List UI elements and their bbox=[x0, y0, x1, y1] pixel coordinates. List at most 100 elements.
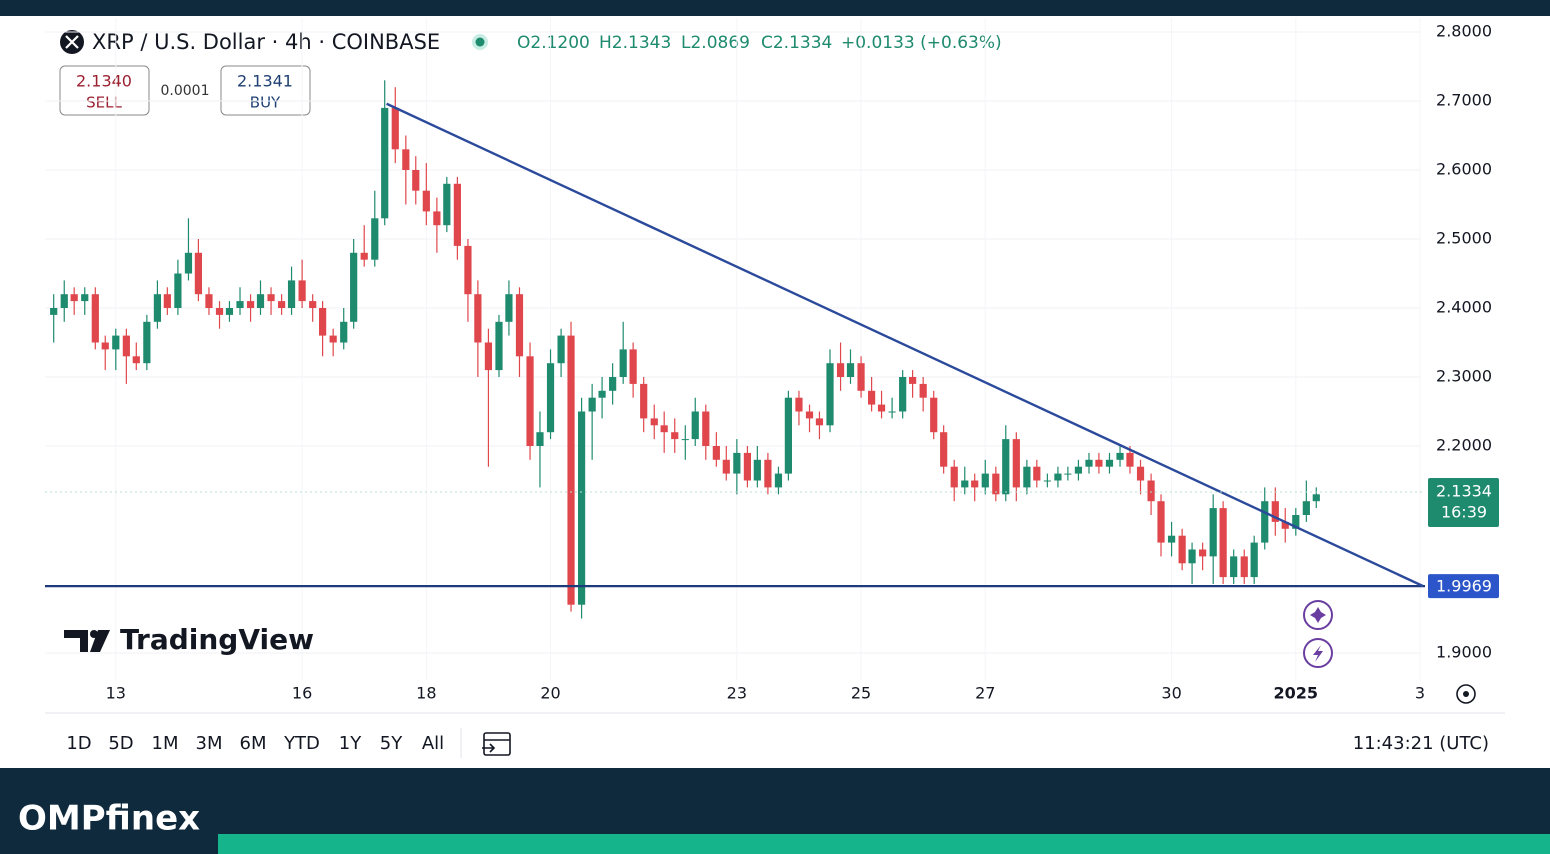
y-tick-label: 2.3000 bbox=[1436, 367, 1492, 386]
calendar-arrow bbox=[482, 743, 496, 753]
candle-body bbox=[215, 308, 224, 315]
candle-body bbox=[919, 383, 927, 398]
x-tick-label: 23 bbox=[727, 684, 747, 703]
event-icon bbox=[1313, 645, 1323, 662]
candle-body bbox=[815, 418, 824, 426]
y-tick-label: 2.5000 bbox=[1436, 229, 1492, 248]
candle-body bbox=[557, 335, 565, 364]
y-tick-label: 2.7000 bbox=[1436, 91, 1492, 110]
x-tick-label: 13 bbox=[106, 684, 126, 703]
candle-body bbox=[546, 363, 555, 433]
candle-body bbox=[764, 459, 772, 488]
clock: 11:43:21 (UTC) bbox=[1353, 733, 1489, 754]
candle-body bbox=[1167, 535, 1176, 543]
candle-body bbox=[1261, 501, 1269, 543]
candle-body bbox=[888, 411, 896, 413]
candle-body bbox=[70, 294, 78, 302]
candle-body bbox=[1012, 439, 1020, 488]
candle-body bbox=[309, 301, 317, 308]
candle-body bbox=[971, 480, 979, 488]
candle-body bbox=[174, 273, 182, 308]
symbol-icon-mark bbox=[65, 35, 79, 49]
candle-body bbox=[256, 294, 265, 308]
support-label: 1.9969 bbox=[1436, 577, 1492, 596]
sell-price: 2.1340 bbox=[76, 72, 132, 91]
candle-body bbox=[1199, 549, 1207, 557]
calendar-frame bbox=[483, 732, 511, 756]
x-tick-label: 25 bbox=[851, 684, 871, 703]
y-tick-label: 2.4000 bbox=[1436, 298, 1492, 317]
candle-body bbox=[567, 335, 575, 605]
candle-body bbox=[950, 466, 958, 488]
range-button[interactable]: 6M bbox=[240, 733, 267, 754]
candle-body bbox=[629, 349, 637, 384]
candle-body bbox=[101, 342, 109, 350]
candle-body bbox=[184, 252, 193, 274]
candle-body bbox=[122, 335, 130, 357]
candle-body bbox=[526, 356, 534, 446]
candle-body bbox=[143, 321, 151, 364]
price-label: 2.1334 bbox=[1436, 481, 1492, 500]
candle-body bbox=[278, 301, 286, 308]
buy-price: 2.1341 bbox=[237, 72, 293, 91]
settings-icon[interactable] bbox=[1456, 684, 1476, 704]
candle-body bbox=[1230, 556, 1238, 578]
calendar-icon[interactable] bbox=[482, 732, 511, 756]
candle-body bbox=[1178, 535, 1186, 564]
buy-button[interactable] bbox=[220, 65, 311, 116]
candle-body bbox=[1281, 521, 1289, 529]
x-tick-label: 20 bbox=[540, 684, 560, 703]
candle-body bbox=[805, 411, 814, 419]
range-button[interactable]: 5Y bbox=[380, 733, 403, 754]
candle-body bbox=[660, 425, 668, 433]
x-tick-label: 16 bbox=[292, 684, 312, 703]
range-button[interactable]: All bbox=[422, 733, 444, 754]
legend-value: L2.0869 bbox=[681, 33, 750, 53]
candle-body bbox=[60, 294, 68, 308]
candle-body bbox=[246, 301, 255, 308]
candle-body bbox=[992, 473, 1000, 495]
range-button[interactable]: 3M bbox=[196, 733, 223, 754]
candle-body bbox=[702, 411, 710, 446]
brand-name: TradingView bbox=[120, 623, 314, 656]
candle-body bbox=[371, 218, 379, 260]
candle-body bbox=[588, 397, 596, 412]
sell-button[interactable] bbox=[59, 65, 150, 116]
logo-part bbox=[90, 630, 110, 652]
range-button[interactable]: 1M bbox=[152, 733, 179, 754]
candle-body bbox=[412, 170, 420, 191]
candle-body bbox=[402, 149, 410, 170]
support-label-box bbox=[1428, 574, 1499, 599]
candle-body bbox=[650, 418, 658, 426]
candle-body bbox=[319, 308, 327, 336]
candle-body bbox=[112, 335, 120, 350]
legend-value: O2.1200 bbox=[517, 33, 590, 53]
candle-body bbox=[453, 183, 461, 246]
candle-body bbox=[1240, 556, 1248, 578]
range-button[interactable]: 5D bbox=[108, 733, 133, 754]
logo-part bbox=[64, 630, 88, 652]
candle-body bbox=[961, 480, 969, 488]
candle-body bbox=[298, 280, 306, 302]
candle-body bbox=[826, 363, 834, 426]
candle-body bbox=[163, 294, 171, 308]
candle-body bbox=[236, 301, 244, 308]
candle-body bbox=[505, 294, 513, 322]
settings-icon-dot bbox=[1463, 691, 1469, 697]
candle-body bbox=[899, 377, 907, 412]
candle-body bbox=[1271, 501, 1279, 522]
candle-body bbox=[722, 459, 730, 474]
site-logo: OMPfinex bbox=[18, 799, 200, 839]
candle-body bbox=[1157, 501, 1165, 543]
candles bbox=[50, 80, 1320, 619]
candle-body bbox=[868, 390, 876, 405]
range-button[interactable]: YTD bbox=[283, 733, 320, 754]
candle-body bbox=[1312, 494, 1320, 502]
candle-body bbox=[1054, 473, 1062, 481]
range-button[interactable]: 1Y bbox=[339, 733, 362, 754]
candle-body bbox=[1126, 452, 1134, 467]
candle-body bbox=[681, 439, 689, 441]
range-button[interactable]: 1D bbox=[66, 733, 91, 754]
candle-body bbox=[598, 390, 606, 398]
price-label-box bbox=[1428, 477, 1499, 527]
